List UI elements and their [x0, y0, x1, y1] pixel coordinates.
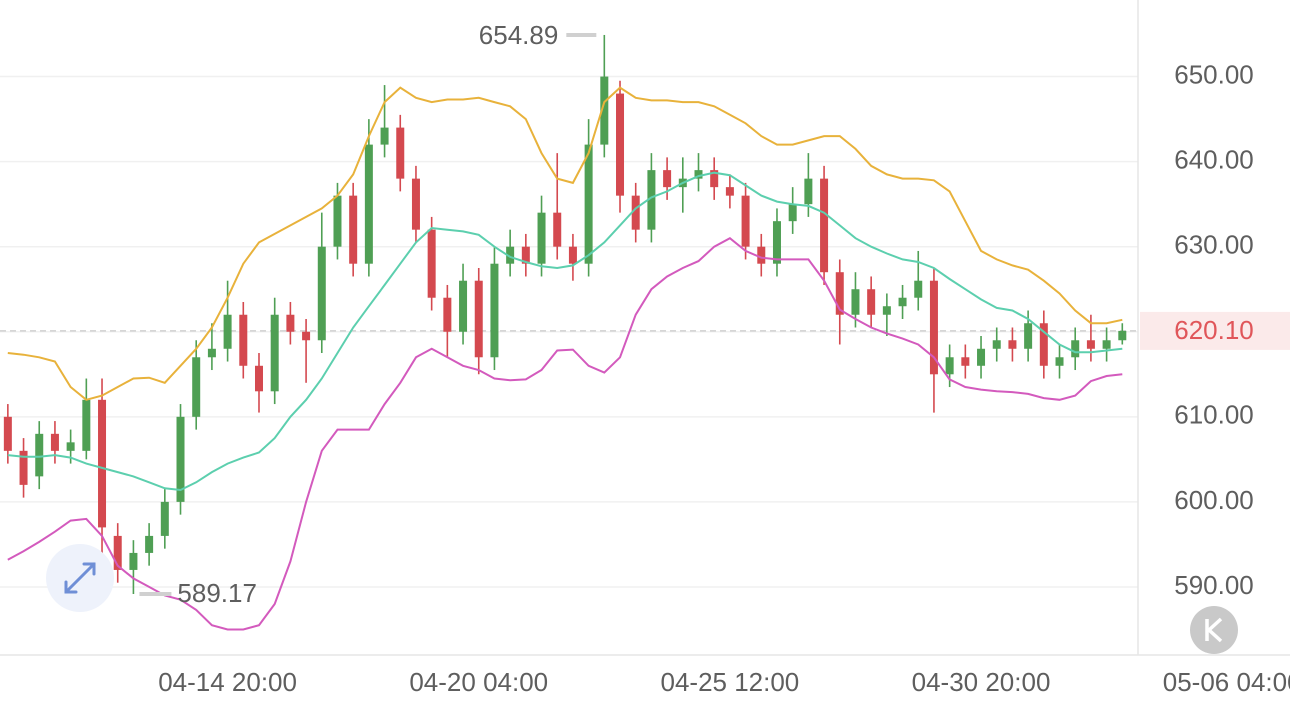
candle-body — [3, 416, 12, 451]
candle-body — [914, 280, 923, 298]
candle-body — [584, 144, 593, 264]
candle-body — [1102, 340, 1111, 349]
candle-body — [1086, 340, 1095, 349]
candle-body — [129, 552, 138, 570]
high-label: 654.89 — [479, 20, 559, 50]
candle-body — [19, 450, 28, 485]
candle-body — [663, 170, 672, 188]
y-tick-label: 600.00 — [1174, 485, 1254, 515]
last-price-box — [1140, 311, 1290, 350]
candle-body — [270, 314, 279, 392]
x-tick-label: 04-25 12:00 — [660, 667, 799, 697]
candle-body — [710, 170, 719, 188]
candle-body — [333, 195, 342, 247]
candle-body — [1118, 330, 1127, 341]
candle-body — [82, 399, 91, 451]
candle-body — [568, 246, 577, 264]
y-tick-label: 590.00 — [1174, 570, 1254, 600]
x-tick-label: 04-20 04:00 — [409, 667, 548, 697]
candle-body — [772, 221, 781, 264]
y-tick-label: 640.00 — [1174, 144, 1254, 174]
band-line — [7, 86, 1123, 401]
candle-body — [521, 246, 530, 264]
candle-body — [616, 93, 625, 196]
candle-body — [443, 297, 452, 332]
candle-body — [176, 416, 185, 502]
candle-body — [977, 348, 986, 366]
candle-body — [490, 263, 499, 358]
candle-body — [349, 195, 358, 264]
band-line — [7, 171, 1123, 492]
candle-body — [1071, 340, 1080, 358]
kline-button[interactable] — [1190, 606, 1238, 654]
candle-body — [506, 246, 515, 264]
candle-body — [1024, 323, 1033, 349]
candle-body — [302, 331, 311, 341]
candle-body — [553, 212, 562, 247]
candle-body — [192, 357, 201, 417]
candle-body — [459, 280, 468, 332]
candle-body — [223, 314, 232, 349]
candle-body — [239, 314, 248, 366]
labels-layer: 590.00600.00610.00620.00630.00640.00650.… — [158, 20, 1290, 697]
candle-body — [35, 433, 44, 477]
expand-icon — [64, 562, 96, 594]
candle-body — [50, 433, 59, 451]
kline-button-bg — [1190, 606, 1238, 654]
y-tick-label: 610.00 — [1174, 400, 1254, 430]
x-tick-label: 04-30 20:00 — [912, 667, 1051, 697]
candle-body — [1055, 357, 1064, 366]
band-line — [7, 237, 1123, 631]
candle-body — [113, 535, 122, 570]
marks-layer — [3, 32, 1127, 631]
candle-body — [411, 178, 420, 230]
candle-body — [145, 535, 154, 553]
candle-body — [804, 178, 813, 205]
candle-body — [882, 306, 891, 315]
candle-body — [631, 195, 640, 230]
candle-body — [867, 289, 876, 315]
candle-body — [757, 246, 766, 264]
candle-body — [427, 229, 436, 298]
candle-body — [207, 348, 216, 358]
candle-body — [160, 501, 169, 536]
candle-body — [835, 272, 844, 315]
candle-body — [66, 442, 75, 451]
x-tick-label: 05-06 04:00 — [1163, 667, 1290, 697]
candle-body — [694, 170, 703, 179]
candle-body — [741, 195, 750, 247]
candle-body — [820, 178, 829, 273]
candle-body — [851, 289, 860, 315]
candle-body — [945, 357, 954, 375]
candle-body — [788, 204, 797, 222]
kline-icon — [1205, 617, 1223, 643]
low-label: 589.17 — [177, 578, 257, 608]
candle-body — [474, 280, 483, 358]
last-price-label: 620.10 — [1174, 315, 1254, 345]
candle-body — [898, 297, 907, 307]
candle-body — [647, 170, 656, 230]
candle-body — [600, 76, 609, 145]
candle-body — [396, 127, 405, 179]
candle-body — [380, 127, 389, 145]
candle-body — [725, 187, 734, 196]
candle-body — [286, 314, 295, 332]
candle-body — [317, 246, 326, 341]
x-tick-label: 04-14 20:00 — [158, 667, 297, 697]
candle-body — [254, 365, 263, 392]
candle-body — [1008, 340, 1017, 349]
expand-button[interactable] — [46, 544, 114, 612]
candle-body — [961, 357, 970, 366]
y-tick-label: 630.00 — [1174, 230, 1254, 260]
candle-body — [1039, 323, 1048, 366]
candle-body — [992, 340, 1001, 349]
candle-body — [364, 144, 373, 264]
candle-body — [929, 280, 938, 375]
y-tick-label: 650.00 — [1174, 59, 1254, 89]
candle-body — [98, 399, 107, 528]
candle-body — [537, 212, 546, 264]
